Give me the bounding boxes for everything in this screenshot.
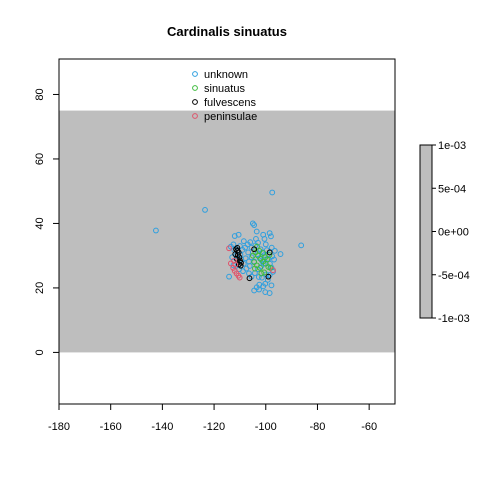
point-sinuatus <box>258 270 265 277</box>
point-fulvescens <box>251 246 258 253</box>
legend-label-unknown: unknown <box>204 69 248 81</box>
point-peninsulae <box>231 257 237 264</box>
point-unknown <box>258 257 265 264</box>
point-sinuatus <box>261 269 268 276</box>
x-tick-label: -140 <box>151 421 173 433</box>
point-peninsulae <box>226 245 232 252</box>
x-tick-label: -120 <box>203 421 225 433</box>
legend-symbol-sinuatus <box>192 85 198 91</box>
point-fulvescens <box>246 275 253 282</box>
point-fulvescens <box>266 249 273 256</box>
point-unknown <box>271 247 278 254</box>
point-unknown <box>268 282 275 289</box>
point-unknown <box>240 268 246 275</box>
point-unknown <box>258 274 265 281</box>
point-fulvescens <box>234 245 241 251</box>
point-unknown <box>253 228 260 235</box>
x-tick-label: -100 <box>255 421 277 433</box>
y-tick-label: 80 <box>34 88 46 100</box>
point-sinuatus <box>264 256 270 263</box>
x-tick-label: -60 <box>361 421 377 433</box>
y-tick-label: 60 <box>34 153 46 165</box>
point-fulvescens <box>265 273 272 280</box>
x-tick-label: -160 <box>100 421 122 433</box>
colorbar-tick-label: -1e-03 <box>438 313 470 325</box>
point-unknown <box>266 272 273 278</box>
point-unknown <box>298 242 305 249</box>
colorbar-tick-label: 1e-03 <box>438 140 466 152</box>
point-unknown <box>266 230 273 237</box>
point-unknown <box>253 236 259 242</box>
x-tick-label: -80 <box>310 421 326 433</box>
colorbar-tick-label: 5e-04 <box>438 183 466 195</box>
point-peninsulae <box>270 267 276 274</box>
point-unknown <box>251 222 258 228</box>
colorbar-tick-label: -5e-04 <box>438 270 470 282</box>
point-unknown <box>262 241 269 248</box>
point-unknown <box>247 239 254 246</box>
point-fulvescens <box>237 262 244 269</box>
chart-title: Cardinalis sinuatus <box>167 24 287 39</box>
legend-symbol-fulvescens <box>192 99 198 105</box>
point-unknown <box>242 255 249 262</box>
legend-label-sinuatus: sinuatus <box>204 83 245 95</box>
colorbar-tick-label: 0e+00 <box>438 227 469 239</box>
legend-symbol-peninsulae <box>192 113 198 119</box>
point-unknown <box>268 233 274 240</box>
point-unknown <box>235 231 242 238</box>
y-tick-label: 40 <box>34 217 46 229</box>
background-band <box>59 110 395 353</box>
legend: unknown sinuatus fulvescens peninsulae <box>192 69 257 123</box>
y-tick-label: 20 <box>34 282 46 294</box>
x-tick-label: -180 <box>48 421 70 433</box>
point-unknown <box>261 236 268 242</box>
point-unknown <box>231 233 238 239</box>
legend-label-fulvescens: fulvescens <box>204 97 256 109</box>
point-unknown <box>153 227 159 234</box>
x-axis: -180 -160 -140 -120 -100 -80 -60 <box>48 403 377 433</box>
point-sinuatus <box>249 252 256 259</box>
point-unknown <box>277 251 284 257</box>
point-unknown <box>264 276 271 283</box>
y-tick-label: 0 <box>34 349 46 355</box>
point-unknown <box>245 249 252 256</box>
point-unknown <box>202 206 208 213</box>
point-unknown <box>269 253 276 260</box>
point-sinuatus <box>251 259 258 266</box>
point-sinuatus <box>266 252 273 258</box>
legend-label-peninsulae: peninsulae <box>204 111 257 123</box>
colorbar-swatch <box>419 144 433 319</box>
legend-symbol-unknown <box>192 71 198 77</box>
colorbar: 1e-03 5e-04 0e+00 -5e-04 -1e-03 <box>419 140 470 325</box>
point-unknown <box>240 238 247 245</box>
point-peninsulae <box>236 274 243 281</box>
y-axis: 0 20 40 60 80 <box>34 88 60 355</box>
point-unknown <box>266 290 273 296</box>
point-unknown <box>248 254 255 261</box>
point-unknown <box>256 286 262 293</box>
point-unknown <box>269 189 276 196</box>
point-sinuatus <box>252 265 258 272</box>
point-unknown <box>226 273 232 280</box>
point-unknown <box>249 220 256 227</box>
points-layer <box>153 189 305 296</box>
point-unknown <box>268 244 275 251</box>
